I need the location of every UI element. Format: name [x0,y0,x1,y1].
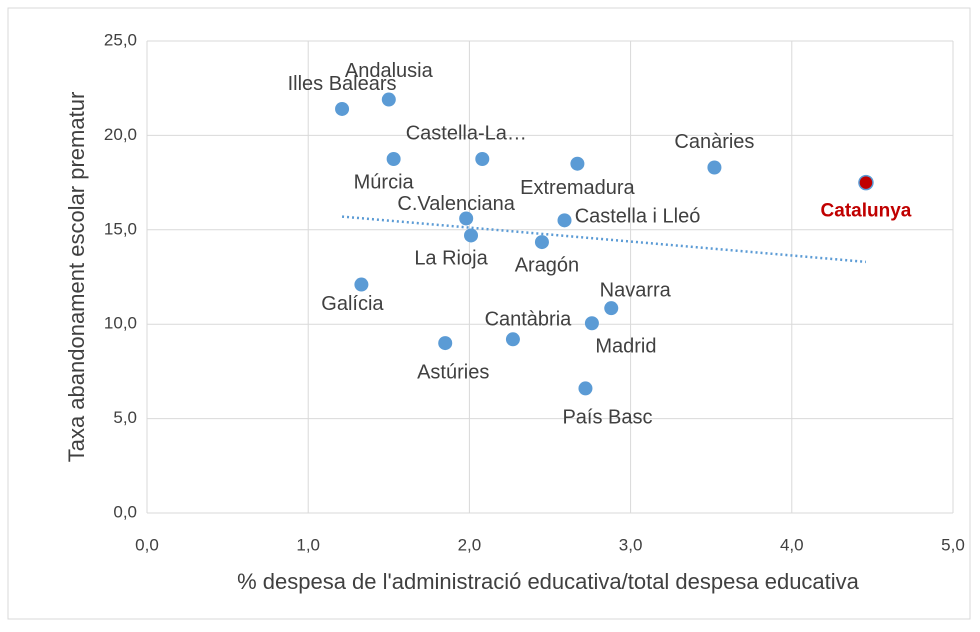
scatter-point [475,152,490,166]
x-tick-label: 4,0 [780,535,804,554]
scatter-point [505,332,520,347]
scatter-point [464,228,479,243]
point-label: Madrid [595,336,656,358]
scatter-point [578,381,593,396]
point-label: Aragón [515,254,580,276]
point-label: C.Valenciana [397,193,515,215]
point-label: Castella-La… [406,122,527,144]
scatter-point [381,92,396,107]
scatter-point [335,101,350,116]
x-tick-label: 0,0 [135,535,159,554]
scatter-point [584,316,599,331]
scatter-point [354,277,369,292]
scatter-point [858,174,874,191]
point-label: Catalunya [821,201,912,222]
x-tick-label: 2,0 [458,535,482,554]
scatter-point [604,301,619,316]
scatter-point [438,336,453,351]
x-tick-label: 3,0 [619,535,643,554]
point-label: Andalusia [345,60,434,82]
point-label: Navarra [600,279,672,301]
y-tick-label: 5,0 [113,408,137,427]
point-label: Cantàbria [485,309,573,331]
point-label: Extremadura [520,177,635,199]
point-label: Galícia [321,293,384,315]
scatter-point [459,211,474,226]
scatter-point [557,213,572,228]
y-tick-label: 15,0 [104,219,137,238]
point-label: Astúries [417,361,489,383]
point-label: Illes Balears [288,73,397,95]
scatter-point [570,156,585,171]
scatter-point [386,152,401,166]
point-label: La Rioja [414,248,488,270]
y-tick-label: 20,0 [104,125,137,144]
chart-frame [7,7,971,620]
point-label: Múrcia [354,171,415,193]
point-label: País Basc [562,407,652,429]
x-tick-label: 1,0 [296,535,320,554]
x-axis-title: % despesa de l'administració educativa/t… [237,569,860,594]
scatter-point [534,235,549,250]
y-tick-label: 25,0 [104,30,137,49]
point-label: Canàries [674,131,754,153]
scatter-point [707,160,722,175]
y-axis-title: Taxa abandonament escolar prematur [64,92,89,463]
y-tick-label: 0,0 [113,502,137,521]
point-label: Castella i Lleó [575,206,701,228]
x-tick-label: 5,0 [941,535,965,554]
y-tick-label: 10,0 [104,314,137,333]
